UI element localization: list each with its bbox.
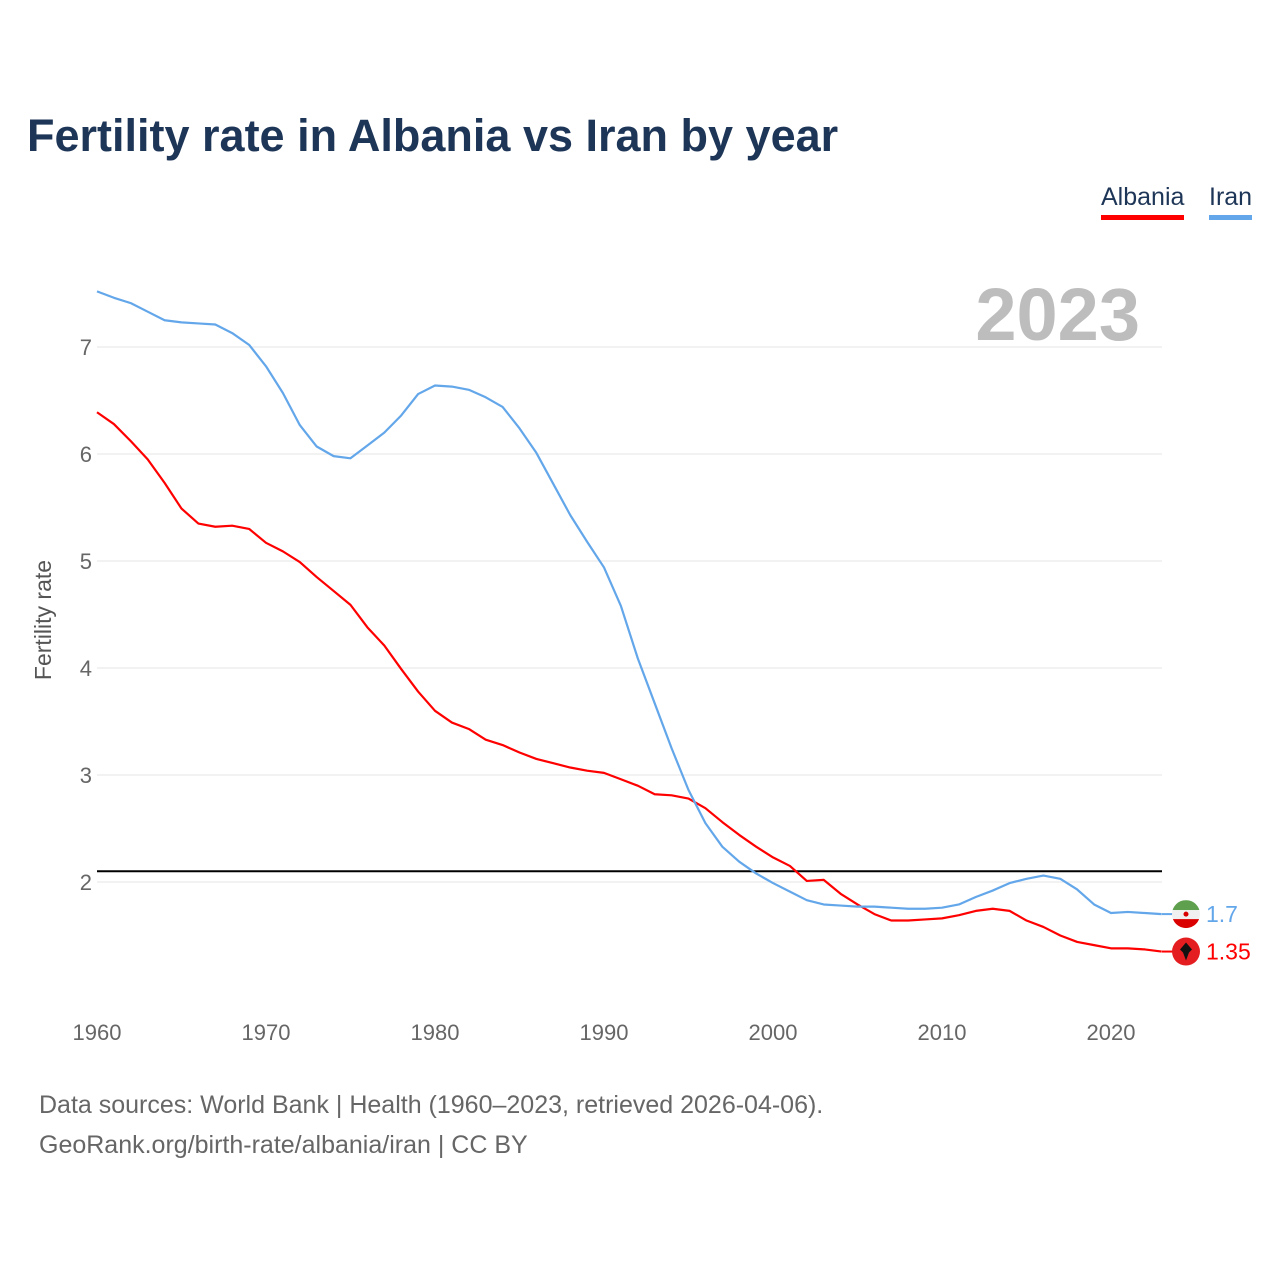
albania-flag-icon [1172,937,1200,966]
flag-stripe [1172,919,1200,929]
x-tick-label: 1970 [242,1020,291,1045]
x-tick-label: 1980 [411,1020,460,1045]
y-tick-label: 6 [80,442,92,467]
y-tick-label: 5 [80,549,92,574]
end-value-label: 1.7 [1206,901,1238,927]
legend-iran[interactable]: Iran [1209,183,1253,220]
x-tick-label: 1960 [73,1020,122,1045]
x-tick-label: 1990 [580,1020,629,1045]
x-tick-label: 2010 [918,1020,967,1045]
x-tick-label: 2020 [1087,1020,1136,1045]
year-watermark: 2023 [975,273,1140,356]
x-tick-label: 2000 [749,1020,798,1045]
series-line-albania [96,411,1162,953]
footer: Data sources: World Bank | Health (1960–… [39,1085,823,1165]
flag-emblem [1183,911,1189,917]
y-tick-label: 7 [80,335,92,360]
y-tick-label: 2 [80,870,92,895]
iran-flag-icon [1172,900,1200,929]
series-line-iran [96,290,1162,916]
end-value-label: 1.35 [1206,939,1251,965]
chart-title: Fertility rate in Albania vs Iran by yea… [27,110,839,161]
source-text: Data sources: World Bank | Health (1960–… [39,1091,824,1119]
legend-albania[interactable]: Albania [1101,183,1185,220]
attribution-link[interactable]: GeoRank.org/birth-rate/albania/iran | CC… [39,1131,528,1159]
y-tick-label: 3 [80,763,92,788]
y-tick-label: 4 [80,656,92,681]
flag-stripe [1172,900,1200,911]
flag-eagle [1180,942,1192,961]
y-axis-label: Fertility rate [30,560,56,680]
